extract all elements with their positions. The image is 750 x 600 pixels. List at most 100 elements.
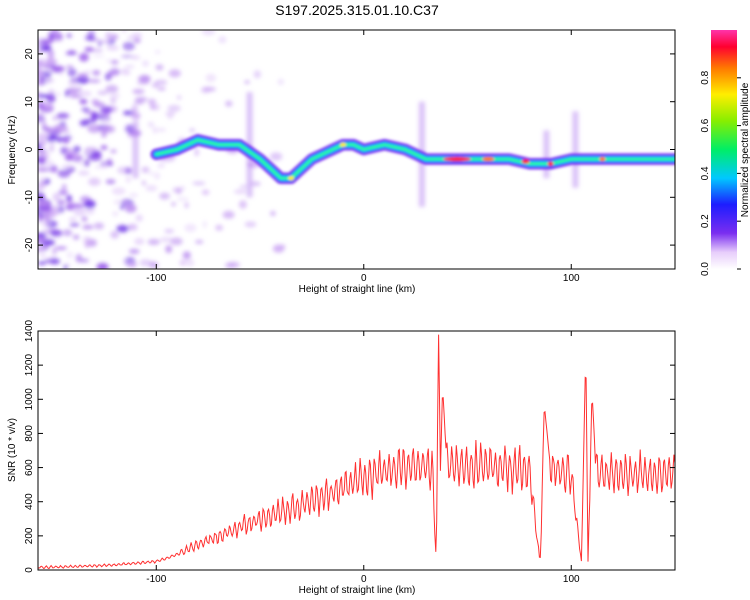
noise-blob [88,36,96,42]
ridge-hotspot [521,159,530,164]
ridge-hotspot [443,156,472,162]
noise-blob [105,179,116,185]
noise-blob [132,88,145,95]
x-tick-label: 0 [361,273,367,284]
noise-blob [50,30,60,35]
noise-blob [84,159,90,167]
noise-blob [55,136,65,143]
colorbar-tick-label: 0.2 [700,214,711,228]
noise-blob [154,50,161,54]
noise-blob [66,33,72,38]
x-tick-label: 100 [563,273,580,284]
noise-blob [109,92,120,100]
noise-blob [168,69,181,78]
noise-blob [58,189,68,196]
noise-blob [41,71,52,76]
colorbar-tick-label: 0.0 [700,262,711,276]
noise-blob [110,60,119,64]
noise-blob [45,126,53,134]
noise-blobs [38,30,579,269]
noise-blob [38,78,43,86]
noise-blob [134,97,148,102]
noise-blob [185,259,195,267]
noise-blob [139,259,152,267]
ridge-band [155,138,675,180]
noise-blob [141,166,150,173]
noise-blob [155,64,164,71]
noise-blob [244,221,257,228]
noise-blob [38,164,45,168]
y-tick-label: 600 [24,459,35,476]
noise-blob [38,167,52,172]
noise-blob [136,76,148,80]
noise-blob [110,149,117,154]
noise-blob [38,94,50,98]
noise-blob [55,246,68,250]
noise-blob [147,238,160,246]
noise-blob [71,203,86,208]
noise-blob [44,79,56,83]
noise-blob [127,36,134,40]
noise-blob [135,214,143,222]
noise-blob [93,102,106,108]
noise-blob [38,72,44,78]
noise-blob [42,121,47,131]
noise-blob [87,153,102,162]
noise-blob [62,229,73,237]
noise-blob [44,178,51,185]
noise-blob [84,240,90,249]
noise-blob [57,199,66,205]
noise-blob [157,87,166,91]
noise-blob [233,189,247,195]
noise-blob [110,97,116,104]
noise-blob [182,251,191,260]
noise-blob [61,184,67,190]
snr-series-line [38,334,675,569]
noise-blob [43,259,57,263]
noise-blob [38,200,50,207]
noise-blob [68,49,76,54]
noise-blob [147,121,154,128]
noise-blob [152,126,158,134]
y-tick-label: 0 [24,567,35,573]
noise-blob [157,163,165,168]
noise-blob [93,112,104,120]
noise-blob [49,144,55,152]
noise-blob [62,129,71,134]
noise-blob [129,193,139,198]
spectrogram-ylabel: Frequency (Hz) [7,116,18,185]
noise-blob [131,33,143,38]
noise-blob [202,220,207,229]
noise-blob [250,181,261,187]
noise-blob [227,261,240,268]
y-tick-label: 20 [24,48,35,60]
noise-blob [277,78,284,85]
noise-blob [83,70,94,74]
x-tick-label: 100 [563,574,580,585]
ridge-hotspot [340,142,346,147]
noise-blob [124,124,135,134]
noise-blob [76,76,89,84]
noise-blob [121,54,134,58]
noise-blob [60,146,67,155]
noise-blob [65,65,74,69]
noise-blob [100,106,113,114]
noise-blob [84,47,94,52]
noise-blob [43,210,56,220]
noise-blob [170,237,183,246]
noise-blob [133,37,141,44]
noise-blob [119,204,125,210]
noise-blob [201,189,210,196]
noise-blob [88,79,101,83]
noise-blob [73,145,81,153]
noise-blob [128,248,140,254]
noise-blob [253,70,261,79]
noise-blob [134,238,145,245]
noise-blob [67,68,77,77]
noise-streak [132,120,139,179]
noise-blob [87,124,101,133]
noise-blob [218,36,227,44]
noise-blob [79,258,89,263]
